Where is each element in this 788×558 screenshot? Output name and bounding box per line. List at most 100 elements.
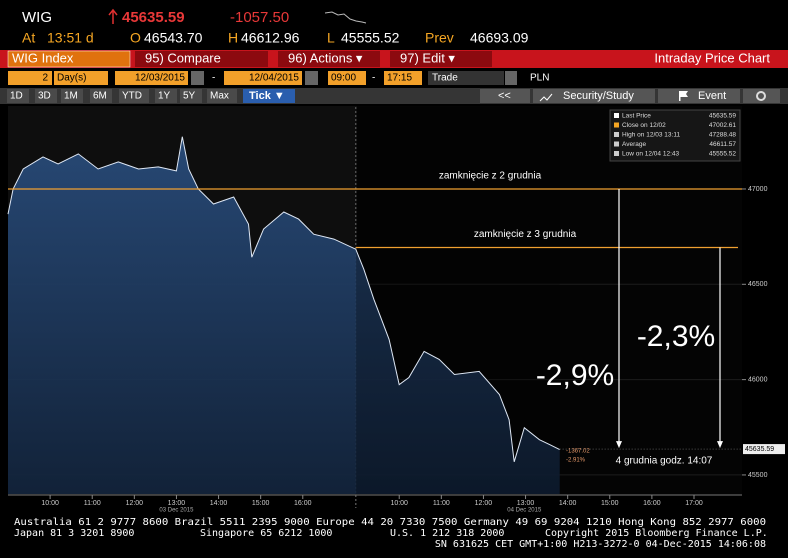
x-tick-label: 12:00 [475,500,493,507]
x-tick-label: 11:00 [84,500,101,507]
calendar-button[interactable] [191,71,204,85]
compare: 95) Compare [145,50,221,65]
range-button[interactable] [180,89,202,103]
range-button[interactable] [155,89,177,103]
security: WIG Index [12,50,74,65]
actions-button[interactable] [278,51,380,67]
y-axis-area [742,106,788,495]
legend-box [609,109,741,162]
compare-button[interactable] [135,51,268,67]
time-to: 17:15 [387,73,412,84]
range-label: 6M [93,91,107,102]
y-tick-label: 46000 [748,376,768,383]
range-button[interactable] [119,89,149,103]
last-price-tag [743,444,785,455]
x-axis-area [0,495,788,515]
price-area [8,136,560,494]
prev-label: Prev [425,30,454,46]
date-to: 12/04/2015 [249,73,299,84]
last-price-tag-label: 45635.59 [745,446,774,453]
net-change: -1057.50 [230,9,289,26]
price-line [7,136,560,462]
at-label: At [22,30,35,46]
mode-dropdown[interactable] [505,71,517,85]
time-from: 09:00 [331,73,356,84]
time-to-input[interactable] [384,71,422,85]
mode: Trade [432,73,458,84]
date-label: 03 Dec 2015 [159,508,194,514]
legend-value: 45555.52 [709,151,736,158]
study-icon [539,93,553,102]
annotation: -2,3% [637,320,715,353]
legend-swatch [614,132,619,137]
y-tick-label: 47000 [748,186,768,193]
dash: - [212,73,215,84]
time-from-input[interactable] [328,71,366,85]
annotation: -2,9% [536,359,614,392]
study: Security/Study [563,90,634,102]
footer-line: SN 631625 CET GMT+1:00 H213-3272-0 04-De… [435,539,766,550]
days-unit[interactable] [54,71,108,85]
footer-line: Japan 81 3 3201 8900 [14,528,134,539]
legend-swatch [614,122,619,128]
back-button[interactable] [480,89,530,103]
arrow-head [616,441,622,449]
legend-value: 45635.59 [709,113,736,120]
annotation: 4 grudnia godz. 14:07 [616,456,713,467]
reference-label: zamknięcie z 2 grudnia [439,171,542,182]
open-value: 46543.70 [144,30,203,46]
x-tick-label: 15:00 [252,500,270,507]
x-tick-label: 13:00 [168,500,186,507]
x-tick-label: 13:00 [517,500,535,507]
y-tick-label: 46500 [748,281,768,288]
mode-select[interactable] [428,71,504,85]
change-label: -1367.02 [566,449,590,455]
range-button[interactable] [207,89,237,103]
legend-label: Average [622,141,646,148]
footer-line: U.S. 1 212 318 2000 [390,528,504,539]
view-title: Intraday Price Chart [654,50,770,65]
legend-value: 47288.48 [709,132,736,139]
tick-button[interactable] [243,89,295,103]
x-tick-label: 16:00 [294,500,312,507]
low-value: 45555.52 [341,30,400,46]
legend-label: High on 12/03 13:11 [622,132,680,139]
up-arrow [108,8,118,24]
x-tick-label: 15:00 [601,500,619,507]
low-label: L [327,30,335,46]
gear-icon [756,91,766,101]
y-tick-label: 45500 [748,472,768,479]
x-tick-label: 17:00 [685,500,703,507]
last-price: 45635.59 [122,9,185,26]
range-label: 1M [64,91,78,102]
edit: 97) Edit ▾ [400,50,455,65]
event-button[interactable] [658,89,740,103]
edit-button[interactable] [390,51,492,67]
settings-button[interactable] [743,89,780,103]
tick-button: Tick ▼ [249,90,285,102]
range-button[interactable] [61,89,83,103]
security-box[interactable] [7,50,131,68]
date-to-input[interactable] [224,71,302,85]
range-label: 1Y [158,91,171,102]
ticker: WIG [22,9,52,26]
dash: - [372,73,375,84]
calendar-button[interactable] [305,71,318,85]
legend-swatch [614,113,619,118]
range-button[interactable] [35,89,57,103]
open-label: O [130,30,141,46]
range-button[interactable] [7,89,29,103]
actions: 96) Actions ▾ [288,50,363,65]
study-button[interactable] [533,89,655,103]
legend-label: Low on 12/04 12:43 [622,151,679,158]
date-from-input[interactable] [115,71,188,85]
footer-line: Singapore 65 6212 1000 [200,528,332,539]
at-time: 13:51 d [47,30,94,46]
flag-icon [680,91,688,97]
legend-swatch [614,151,619,156]
date-label: 04 Dec 2015 [507,508,542,514]
range-button[interactable] [90,89,112,103]
x-tick-label: 11:00 [433,500,450,507]
days-input[interactable] [8,71,52,85]
